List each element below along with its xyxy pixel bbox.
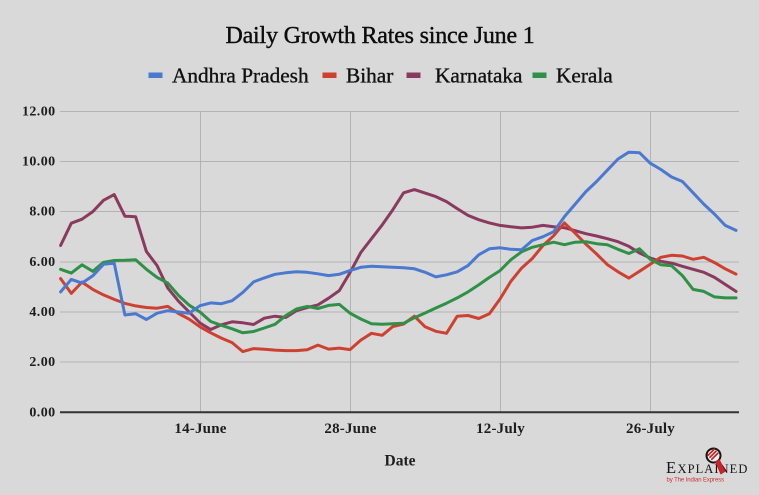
svg-text:8.00: 8.00 [29, 205, 55, 220]
svg-text:XPLAINED: XPLAINED [678, 462, 749, 476]
svg-text:6.00: 6.00 [29, 255, 55, 270]
svg-text:26-July: 26-July [626, 421, 675, 437]
svg-text:4.00: 4.00 [29, 305, 55, 320]
svg-text:Kerala: Kerala [556, 64, 613, 88]
svg-text:0.00: 0.00 [29, 406, 55, 421]
svg-text:10.00: 10.00 [22, 155, 56, 170]
svg-text:Date: Date [385, 453, 416, 470]
svg-text:Andhra Pradesh: Andhra Pradesh [172, 64, 309, 88]
svg-text:Daily Growth Rates since June: Daily Growth Rates since June 1 [225, 23, 534, 49]
svg-text:by The Indian Express: by The Indian Express [667, 477, 725, 483]
svg-text:12.00: 12.00 [22, 105, 56, 120]
svg-text:2.00: 2.00 [29, 355, 55, 370]
svg-text:Karnataka: Karnataka [435, 64, 523, 88]
svg-text:E: E [666, 458, 676, 477]
svg-text:28-June: 28-June [324, 421, 376, 437]
svg-text:14-June: 14-June [174, 421, 226, 437]
svg-text:Bihar: Bihar [346, 64, 393, 88]
svg-text:12-July: 12-July [476, 421, 525, 437]
